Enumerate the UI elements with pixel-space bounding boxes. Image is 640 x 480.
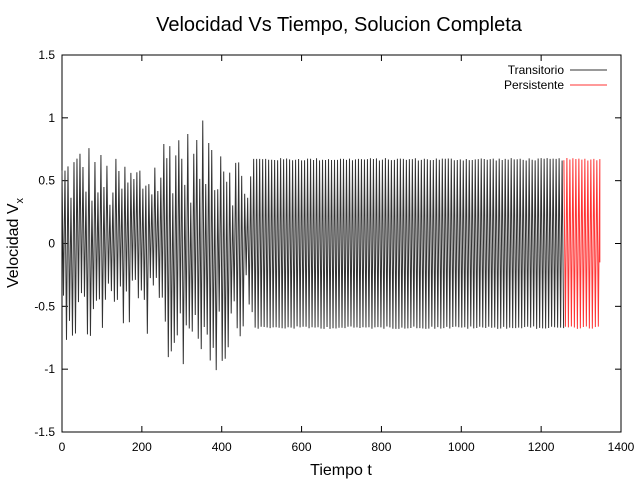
y-tick-label: 0 [48,237,55,251]
x-tick-label: 1000 [448,440,475,454]
x-tick-label: 1400 [608,440,635,454]
series-line-transitorio [61,120,565,371]
y-tick-label: -1 [44,362,55,376]
axis-ticks: 0 200 400 600 800 1000 1200 1400 -1.5 -1 -0.5 0 0.5 1… [34,48,634,454]
legend-label-transitorio: Transitorio [508,63,565,77]
y-tick-label: -1.5 [34,425,55,439]
y-tick-label: 0.5 [38,174,55,188]
x-axis-label: Tiempo t [310,462,372,479]
y-axis-label-main: Velocidad V [5,203,22,288]
series-layer [61,120,601,371]
x-tick-label: 0 [59,440,66,454]
y-tick-label: 1.5 [38,48,55,62]
x-tick-label: 1200 [528,440,555,454]
legend-label-persistente: Persistente [504,78,564,92]
x-tick-label: 600 [292,440,312,454]
legend: Transitorio Persistente [504,63,607,92]
y-tick-label: 1 [48,111,55,125]
x-tick-label: 200 [132,440,152,454]
y-axis-label-subscript: x [14,197,26,203]
x-tick-label: 800 [371,440,391,454]
y-axis-label: Velocidad Vx [5,197,26,288]
x-tick-label: 400 [212,440,232,454]
series-line-persistente [563,158,601,329]
chart-title: Velocidad Vs Tiempo, Solucion Completa [156,14,523,36]
y-tick-label: -0.5 [34,299,55,313]
